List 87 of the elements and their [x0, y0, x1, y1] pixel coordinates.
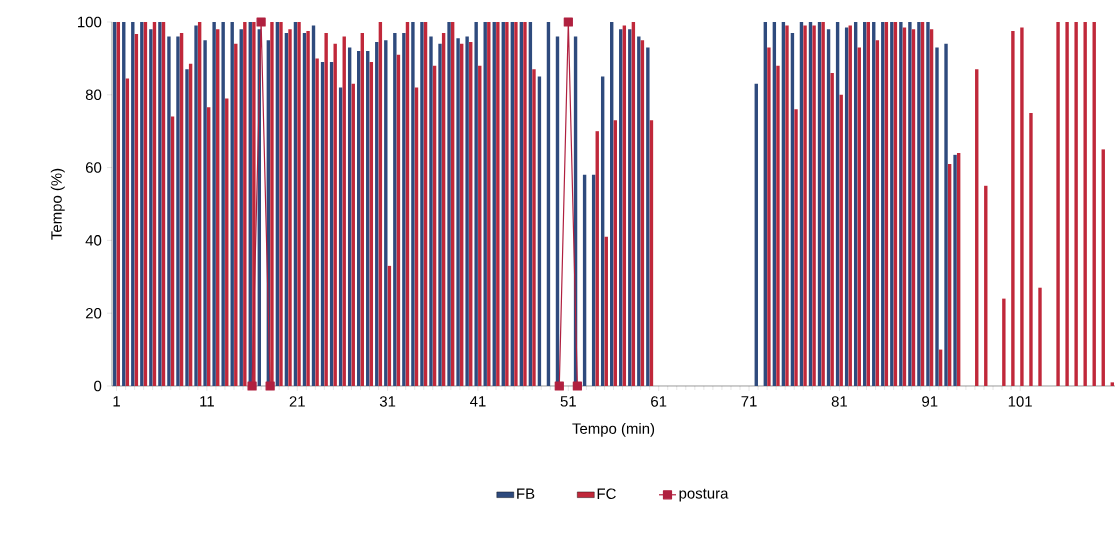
x-tick-label: 51: [560, 396, 576, 407]
bar: [306, 31, 310, 386]
bar: [279, 21, 283, 386]
x-tick-label: 21: [289, 396, 305, 407]
bar: [384, 40, 388, 386]
bar: [221, 21, 225, 386]
y-tick-label: 60: [85, 162, 102, 173]
bar: [1029, 112, 1033, 386]
bar: [333, 43, 337, 386]
x-tick-label: 11: [200, 396, 214, 407]
bar: [402, 32, 406, 386]
y-tick-label: 40: [85, 235, 102, 246]
bar: [465, 36, 469, 386]
bar: [830, 72, 834, 386]
x-tick-label: 61: [651, 396, 667, 407]
bar: [776, 65, 780, 386]
bar: [803, 25, 807, 386]
bar: [194, 25, 198, 386]
x-tick-label: 71: [741, 396, 757, 407]
bar: [243, 21, 247, 386]
bar: [438, 43, 442, 386]
y-tick-label: 80: [85, 89, 102, 101]
y-tick-label: 20: [85, 307, 102, 319]
bar: [1038, 287, 1042, 386]
bar: [794, 109, 798, 386]
x-axis-title: Tempo (min): [572, 422, 655, 437]
bar: [288, 29, 292, 386]
y-tick-label: 100: [78, 16, 102, 28]
bar: [230, 21, 234, 386]
bar: [1110, 382, 1114, 386]
legend-label: postura: [679, 488, 729, 502]
x-tick-label: 91: [922, 396, 938, 407]
x-tick-label: 1: [113, 396, 120, 407]
bar: [420, 21, 424, 386]
bar: [1065, 21, 1069, 386]
bar: [1074, 21, 1078, 386]
bar: [514, 21, 518, 386]
bar: [324, 32, 328, 386]
bar: [474, 21, 478, 386]
bar: [393, 32, 397, 386]
y-tick-label: 0: [94, 380, 102, 392]
x-tick-label: 41: [470, 396, 486, 407]
bar: [167, 36, 171, 386]
bar: [505, 21, 509, 386]
bar: [411, 21, 415, 386]
bar: [297, 21, 301, 386]
bar: [944, 43, 948, 386]
bar: [212, 21, 216, 386]
bar: [176, 36, 180, 386]
legend-label: FB: [517, 488, 535, 499]
bar: [496, 21, 500, 386]
bar: [812, 25, 816, 386]
bar: [487, 21, 491, 386]
bar: [917, 21, 921, 386]
bar: [158, 21, 162, 386]
bar: [532, 69, 536, 386]
bar: [523, 21, 527, 386]
bar: [1083, 21, 1087, 386]
bar: [203, 40, 207, 386]
bar: [315, 58, 319, 386]
bar: [149, 29, 153, 386]
bar: [935, 47, 939, 386]
bar: [447, 21, 451, 386]
bar: [953, 154, 957, 386]
x-tick-label: 31: [379, 396, 396, 407]
bar: [637, 36, 641, 386]
bar: [1011, 31, 1015, 386]
bar: [821, 21, 825, 386]
bar: [140, 21, 144, 386]
bar: [646, 47, 650, 386]
bar: [767, 47, 771, 386]
bar: [926, 21, 930, 386]
x-tick-label: 101: [1008, 396, 1032, 407]
bar: [456, 38, 460, 386]
bar: [1002, 298, 1006, 386]
legend-label: FC: [597, 488, 616, 500]
bar: [899, 21, 903, 386]
y-axis-title: Tempo (%): [50, 168, 65, 240]
bar: [785, 25, 789, 386]
bar: [890, 21, 894, 386]
bar: [908, 21, 912, 386]
x-tick-label: 81: [831, 396, 847, 407]
bar: [1020, 27, 1024, 386]
bar: [185, 69, 189, 386]
bar: [1056, 21, 1060, 386]
bar: [131, 21, 135, 386]
bar: [429, 36, 433, 386]
